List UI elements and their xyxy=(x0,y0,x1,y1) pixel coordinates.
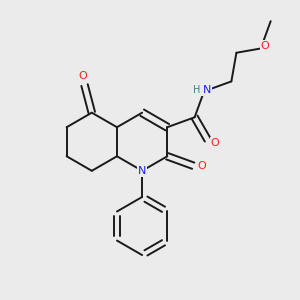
Text: N: N xyxy=(203,85,212,95)
Text: O: O xyxy=(79,71,87,81)
Text: H: H xyxy=(194,85,201,95)
Text: O: O xyxy=(211,138,219,148)
Text: N: N xyxy=(138,166,146,176)
Text: O: O xyxy=(261,41,269,51)
Text: O: O xyxy=(197,161,206,171)
